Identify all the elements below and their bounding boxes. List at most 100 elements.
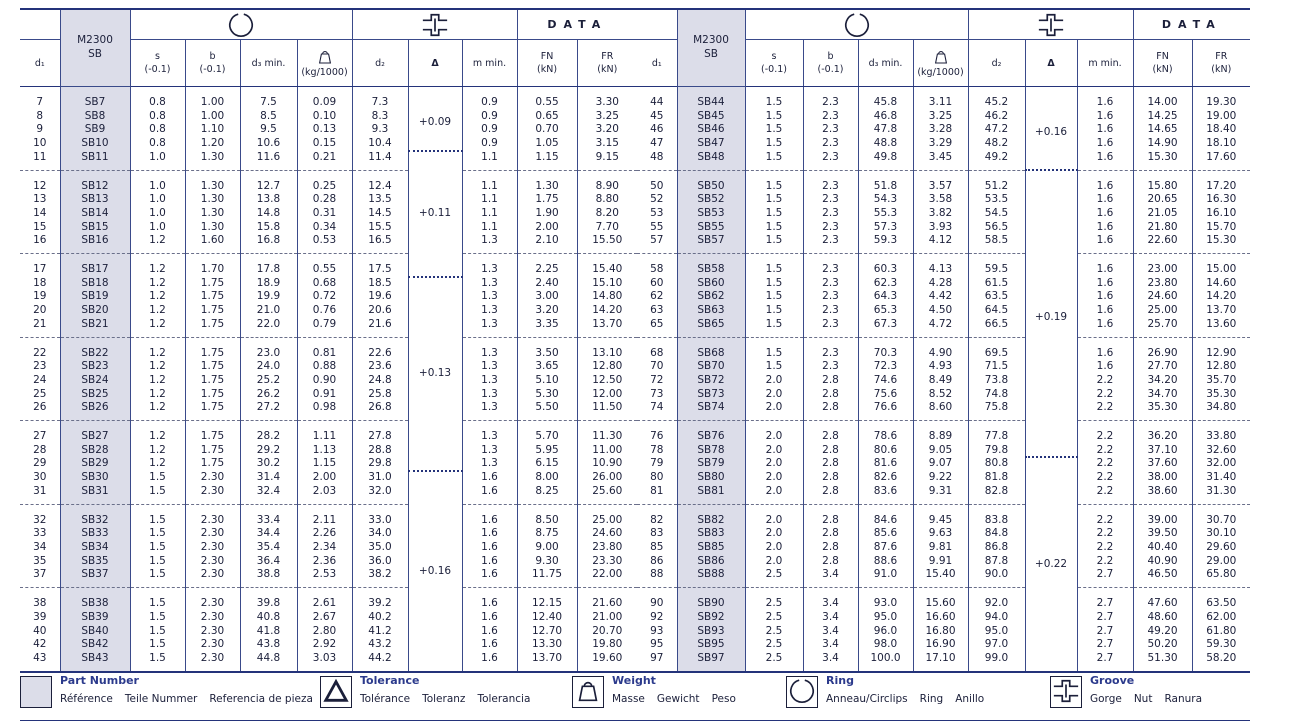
thickness-cell: 1.5: [129, 471, 185, 485]
fr-cell: 13.60: [1191, 317, 1251, 338]
d1-cell: 20: [33, 304, 47, 317]
row: 45 SB45 1.5 2.3 46.8 3.25 46.2 1.6 14.25 19.00: [637, 109, 1251, 124]
part-number-cell: SB82: [676, 503, 745, 528]
d3-min-cell: 65.3: [857, 304, 913, 318]
part-number-cell: SB24: [59, 373, 130, 388]
weight-cell: 2.53: [296, 568, 352, 588]
row: 15 SB15 1.0 1.30 15.8 0.34 15.5 1.1 2.00 7.70: [20, 220, 638, 235]
width-cell: 2.3: [802, 220, 858, 235]
d2-cell: 25.8: [351, 387, 408, 402]
part-number-cell: SB44: [676, 85, 745, 110]
part-number-cell: SB78: [676, 443, 745, 458]
width-cell: 2.8: [802, 527, 858, 541]
d3-min-cell: 7.5: [239, 85, 297, 110]
row: 88 SB88 2.5 3.4 91.0 15.40 90.0 2.7 46.50 65.80: [637, 568, 1251, 588]
ring-header: [129, 9, 352, 40]
header-text: Δ: [1047, 57, 1055, 69]
d2-cell: 40.2: [351, 610, 408, 625]
d1-cell: 25: [33, 387, 47, 400]
row: 97 SB97 2.5 3.4 100.0 17.10 99.0 2.7 51.30 58.20: [637, 651, 1251, 672]
row: 53 SB53 1.5 2.3 55.3 3.82 54.5 1.6 21.05 16.10: [637, 206, 1251, 221]
header-cell: [20, 9, 60, 40]
d1-cell: 22: [20, 336, 60, 361]
row: 50 SB50 1.5 2.3 51.8 3.57 51.2 +0.19 1.6 15.80 17.…: [637, 169, 1251, 458]
fn-cell: 24.60: [1132, 290, 1193, 305]
d2-cell: 36.0: [351, 554, 408, 569]
thickness-cell: 1.5: [744, 317, 803, 338]
part-number-cell: SB65: [676, 317, 745, 338]
m-min-cell: 2.7: [1076, 651, 1134, 672]
d1-cell: 8: [36, 109, 44, 122]
d2-cell: 29.8: [351, 457, 408, 472]
fn-cell: 2.25: [516, 253, 578, 277]
fn-cell: 23.80: [1132, 276, 1193, 291]
width-cell: 2.8: [802, 420, 858, 444]
d2-cell: 71.5: [967, 360, 1025, 374]
d1-cell: 76: [637, 420, 677, 444]
header-text: d₂: [991, 57, 1002, 69]
d3-min-cell: 83.6: [857, 484, 913, 505]
d2-cell: 95.0: [967, 624, 1025, 639]
d3-min-cell: 98.0: [857, 638, 913, 652]
header-text: b: [209, 51, 216, 62]
d2-cell: 43.2: [351, 638, 408, 652]
d3-min-cell: 75.6: [857, 387, 913, 402]
width-cell: 2.30: [184, 484, 240, 505]
part-number-cell: SB86: [676, 554, 745, 569]
d2-cell: 41.2: [351, 624, 408, 639]
thickness-cell: 1.5: [129, 651, 185, 672]
thickness-cell: 0.8: [129, 123, 185, 138]
header-cell: d₂: [351, 39, 408, 87]
legend-items: Masse Gewicht Peso: [612, 687, 748, 706]
m-min-cell: 0.9: [461, 109, 518, 124]
d2-cell: 66.5: [967, 317, 1025, 338]
d1-cell: 81: [650, 484, 664, 497]
d3-min-cell: 47.8: [857, 123, 913, 138]
d3-min-cell: 55.3: [857, 206, 913, 221]
legend-items: Gorge Nut Ranura: [1090, 687, 1214, 706]
rule: [20, 720, 1250, 721]
row: 55 SB55 1.5 2.3 57.3 3.93 56.5 1.6 21.80 15.70: [637, 220, 1251, 235]
fn-cell: 13.70: [516, 651, 578, 672]
d1-cell: 95: [650, 638, 664, 651]
weight-cell: 2.11: [296, 503, 352, 528]
header-text: (kg/1000): [917, 66, 964, 78]
weight-cell: 9.45: [912, 503, 968, 528]
fr-cell: 16.30: [1191, 193, 1251, 207]
part-number-cell: SB58: [676, 253, 745, 277]
d1-cell: 10: [33, 137, 47, 150]
thickness-cell: 1.5: [744, 137, 803, 151]
legend-item: Nut: [1133, 693, 1153, 705]
fn-cell: 48.60: [1132, 610, 1193, 625]
header-cell: FN (kN): [516, 39, 578, 87]
m-min-cell: 1.3: [461, 336, 518, 361]
legend-title: Ring: [826, 674, 854, 687]
d1-cell: 63: [650, 304, 664, 317]
row: 40 SB40 1.5 2.30 41.8 2.80 41.2 1.6 12.70 20.70: [20, 624, 638, 639]
weight-cell: 1.11: [296, 420, 352, 444]
row: 8 SB8 0.8 1.00 8.5 0.10 8.3 0.9 0.65 3.25: [20, 109, 638, 124]
thickness-cell: 2.0: [744, 540, 803, 555]
d2-cell: 82.8: [967, 484, 1025, 505]
d3-min-cell: 60.3: [857, 253, 913, 277]
width-cell: 2.30: [184, 610, 240, 625]
d2-cell: 27.8: [351, 420, 408, 444]
d2-cell: 7.3: [351, 85, 408, 110]
part-number-cell: SB70: [676, 360, 745, 374]
width-cell: 1.10: [184, 123, 240, 138]
d2-cell: 86.8: [967, 540, 1025, 555]
row: 68 SB68 1.5 2.3 70.3 4.90 69.5 1.6 26.90 12.90: [637, 336, 1251, 361]
weight-cell: 9.22: [912, 471, 968, 485]
weight-cell: 4.90: [912, 336, 968, 361]
thickness-cell: 1.0: [129, 169, 185, 194]
weight-cell: 0.25: [296, 169, 352, 194]
header-text: SB: [88, 48, 102, 60]
width-cell: 1.20: [184, 137, 240, 151]
thickness-cell: 1.5: [744, 109, 803, 124]
m-min-cell: 1.3: [461, 420, 518, 444]
legend-item: Anillo: [955, 693, 985, 705]
legend-item: Gewicht: [656, 693, 700, 705]
legend-items: Tolérance Toleranz Tolerancia: [360, 687, 542, 706]
d1-cell: 48: [650, 150, 664, 163]
d2-cell: 69.5: [967, 336, 1025, 361]
